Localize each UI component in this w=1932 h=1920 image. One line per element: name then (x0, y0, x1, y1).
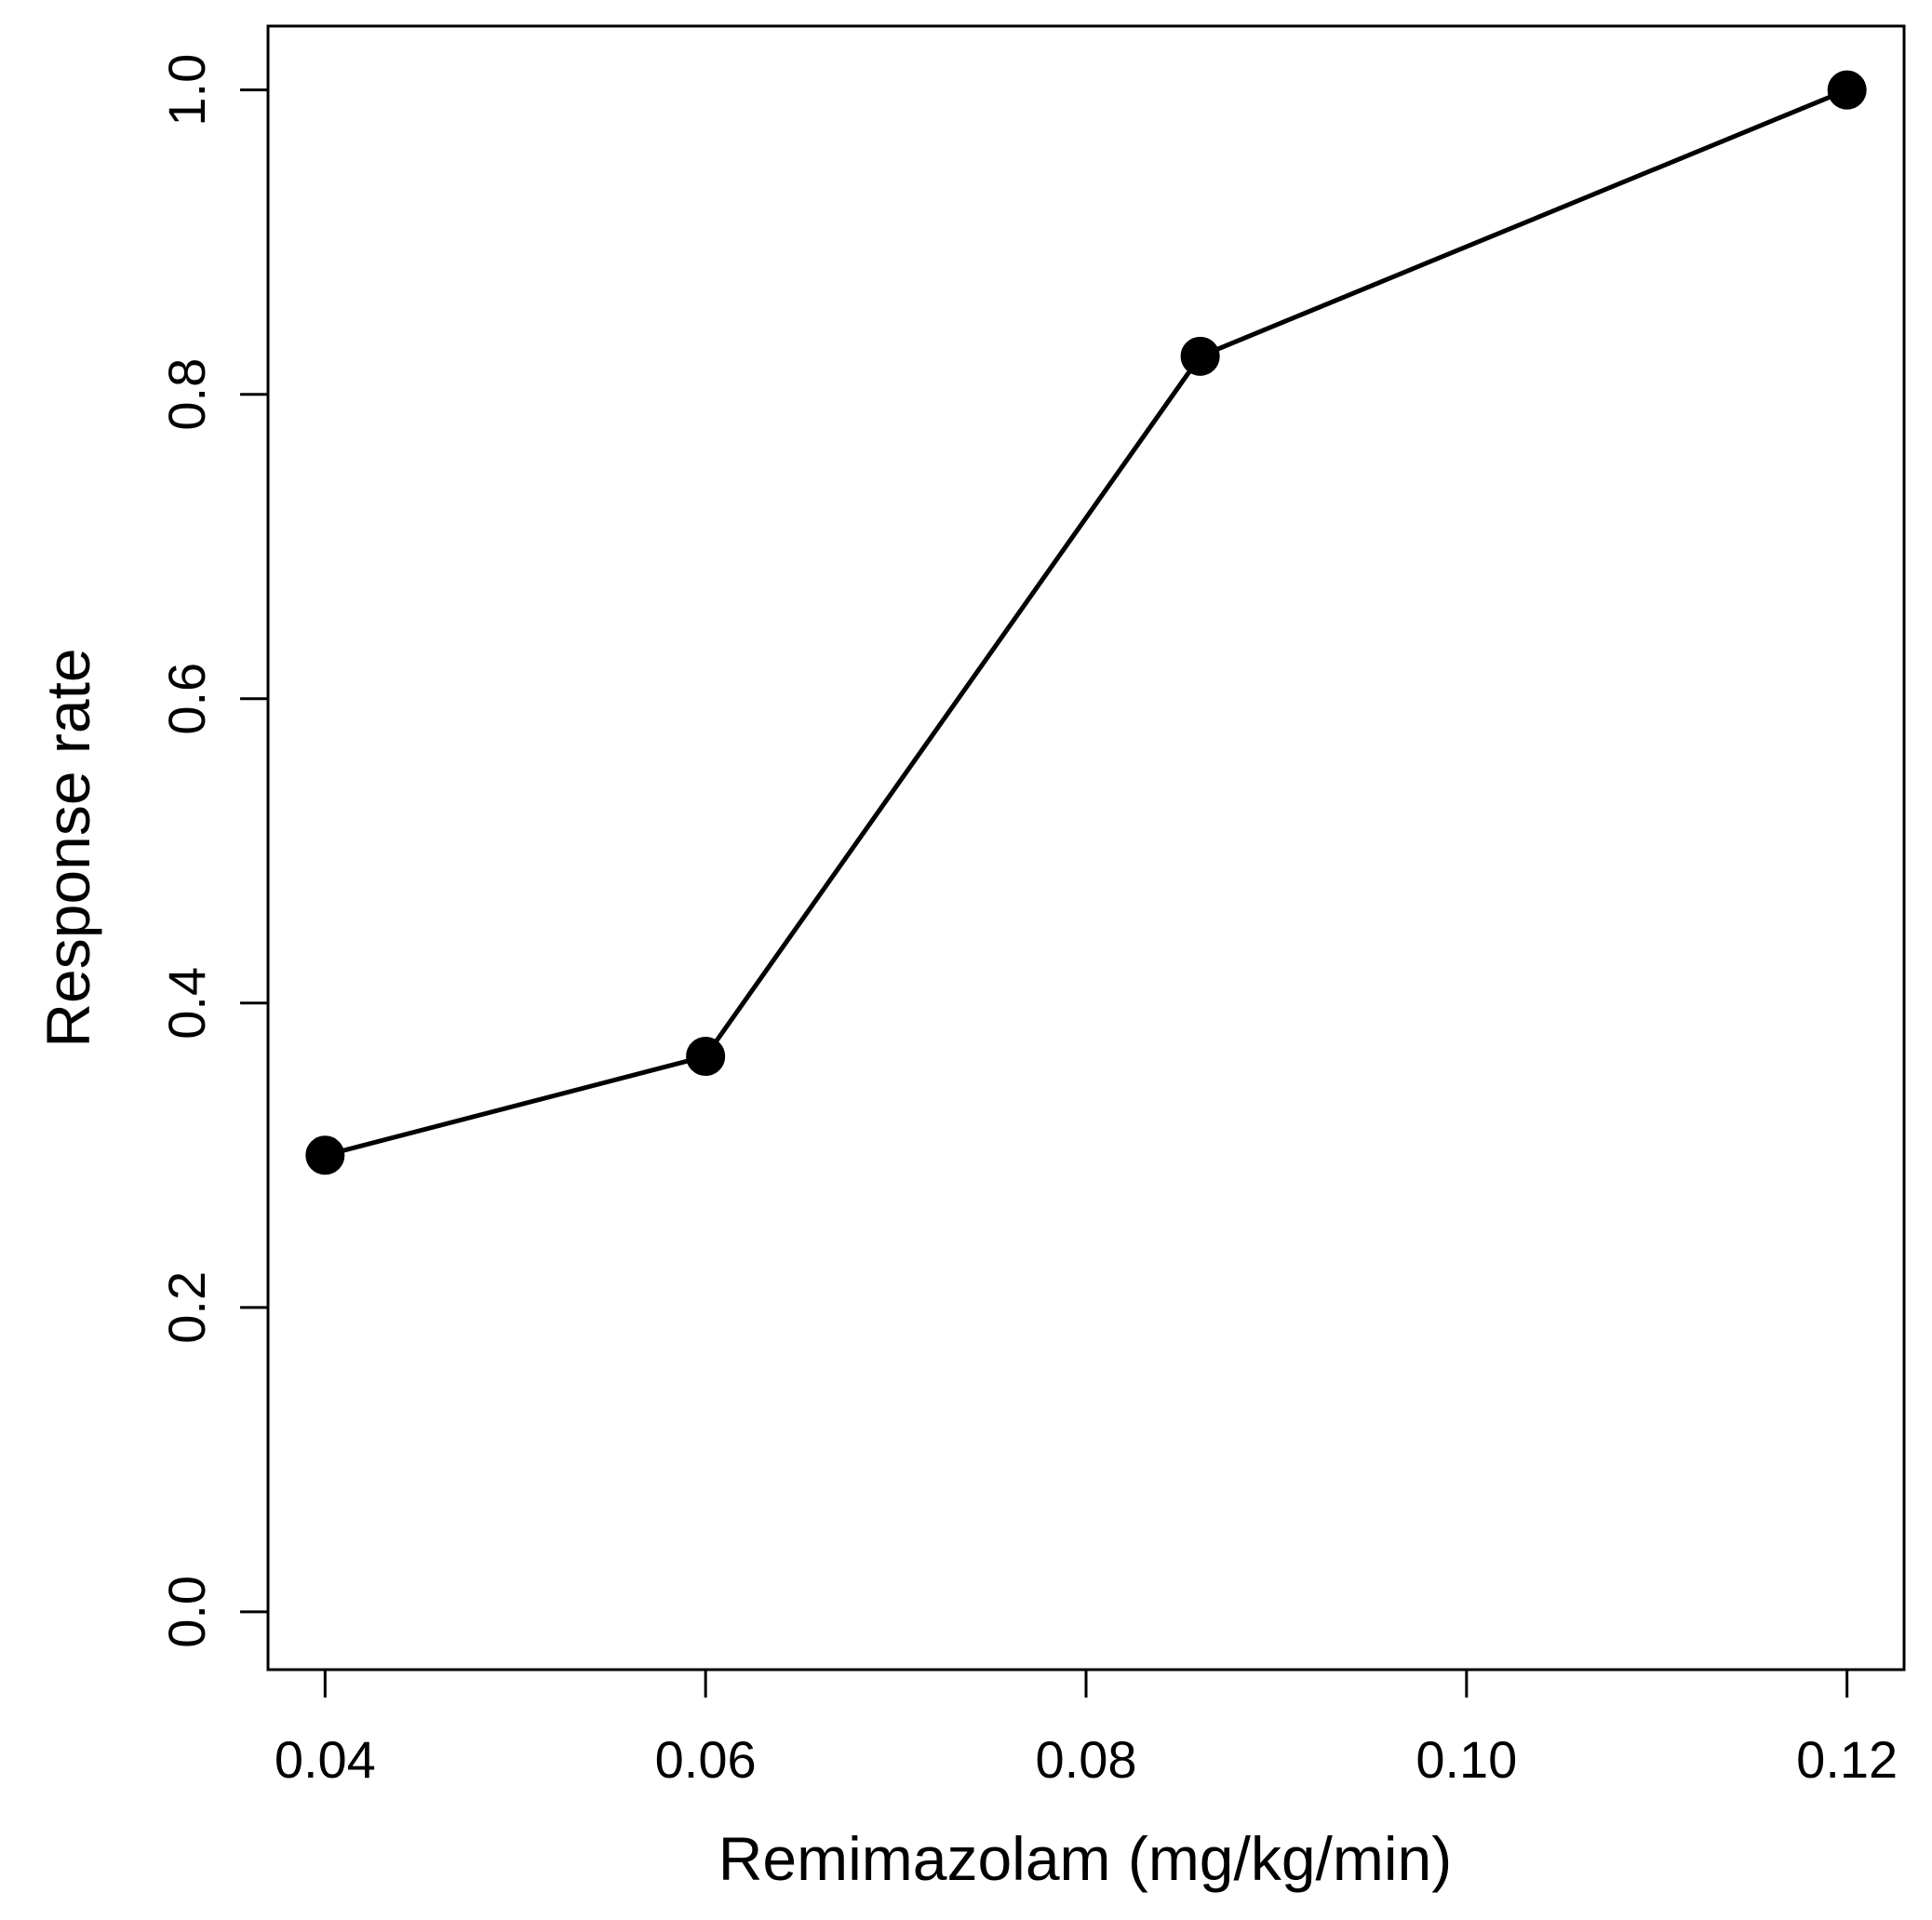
y-tick-label: 0.6 (157, 663, 216, 735)
x-tick-label: 0.08 (1036, 1730, 1137, 1789)
series-line-segment (1198, 87, 1850, 359)
y-tick-label: 0.0 (157, 1576, 216, 1648)
x-tick-label: 0.10 (1415, 1730, 1517, 1789)
data-point (686, 1037, 726, 1077)
series-group (305, 70, 1867, 1175)
x-tick-label: 0.06 (655, 1730, 757, 1789)
data-point (305, 1135, 345, 1175)
series-line-segment (703, 354, 1203, 1059)
x-axis-title: Remimazolam (mg/kg/min) (718, 1824, 1452, 1893)
data-point (1180, 336, 1220, 376)
series-line-segment (322, 1054, 708, 1158)
x-tick-label: 0.12 (1796, 1730, 1898, 1789)
y-tick-label: 1.0 (157, 54, 216, 127)
x-axis: 0.04 0.06 0.08 0.10 0.12 (275, 1668, 1898, 1789)
y-axis-title: Response rate (34, 648, 102, 1047)
y-axis: 0.0 0.2 0.4 0.6 0.8 1.0 (157, 54, 270, 1648)
data-point (1827, 70, 1867, 110)
y-tick-label: 0.8 (157, 358, 216, 431)
x-tick-label: 0.04 (275, 1730, 376, 1789)
y-tick-label: 0.2 (157, 1271, 216, 1344)
y-tick-label: 0.4 (157, 967, 216, 1040)
